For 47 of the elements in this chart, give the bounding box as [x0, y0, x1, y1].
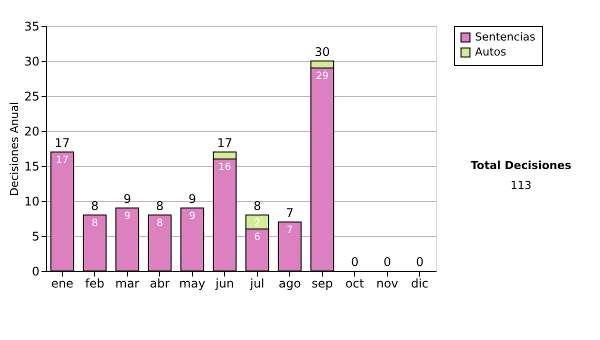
legend-label: Sentencias: [475, 30, 536, 44]
total-label: 8: [253, 199, 262, 213]
total-label: 7: [286, 206, 294, 220]
total-label: 9: [123, 192, 132, 206]
total-label: 0: [350, 255, 359, 269]
data-label: 9: [124, 211, 130, 222]
x-tick-label: ago: [278, 276, 301, 290]
x-tick-label: may: [179, 276, 206, 290]
total-label: 8: [90, 199, 99, 213]
x-tick-label: feb: [85, 276, 104, 290]
data-label: 8: [92, 218, 98, 229]
x-tick-label: dic: [410, 276, 429, 290]
text: 113: [510, 179, 532, 192]
total-label: 17: [217, 136, 232, 150]
total-label: 9: [188, 192, 196, 206]
y-tick-label: 10: [24, 194, 40, 208]
total-label: 0: [416, 255, 424, 269]
y-tick-label: 15: [24, 160, 40, 174]
text: Total Decisiones: [470, 159, 572, 172]
x-tick-label: nov: [376, 276, 398, 290]
data-label: 7: [286, 225, 293, 236]
x-tick-label: jun: [214, 276, 234, 290]
data-label: 29: [316, 71, 329, 82]
x-tick-label: sep: [312, 276, 333, 290]
x-tick-label: mar: [115, 276, 140, 290]
y-tick-label: 30: [24, 54, 40, 68]
x-tick-label: jul: [249, 276, 264, 290]
data-label: 9: [189, 211, 196, 222]
x-tick-label: ene: [51, 276, 74, 290]
data-label: 8: [156, 218, 163, 229]
data-label: 2: [254, 218, 260, 229]
y-tick-label: 25: [24, 90, 40, 104]
data-label: 16: [218, 162, 232, 173]
x-tick-label: oct: [345, 276, 364, 290]
data-label: 6: [254, 232, 260, 243]
data-label: 17: [56, 155, 69, 166]
x-tick-label: abr: [150, 276, 170, 290]
y-tick-label: 5: [32, 230, 40, 244]
total-label: 17: [54, 136, 70, 150]
y-tick-label: 35: [24, 20, 40, 34]
total-label: 8: [156, 199, 164, 213]
y-tick-label: 0: [32, 264, 40, 278]
total-label: 30: [314, 45, 330, 59]
total-label: 0: [383, 255, 392, 269]
legend-label: Autos: [475, 46, 507, 58]
y-axis-title: Decisiones Anual: [8, 102, 22, 196]
y-tick-label: 20: [24, 124, 40, 138]
